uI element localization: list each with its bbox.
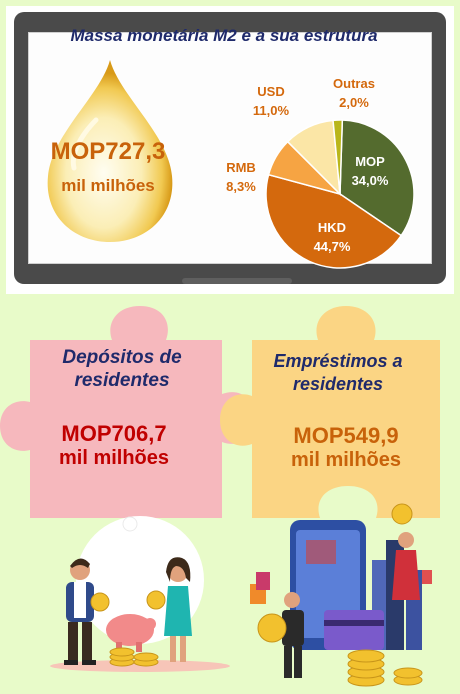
piggy-bank-icon [106,614,156,652]
deposits-box: Depósitos de residentes [22,346,222,392]
loans-puzzle-piece [220,306,440,518]
puzzle-pieces [0,306,440,518]
slice-name-mop: MOP [355,154,385,169]
deposits-title-line1: Depósitos de [62,347,182,368]
slice-name-rmb: RMB [226,160,256,175]
bank-card-icon [324,610,384,650]
m2-total-value: MOP727,3 [50,138,166,165]
pie-slice-outras [332,119,344,195]
loans-illustration [250,503,432,687]
coin-icon [391,503,413,525]
m2-total-unit: mil milhões [61,176,155,195]
slice-value-rmb: 8,3% [226,179,256,194]
deposits-unit: mil milhões [58,447,170,469]
loans-title-line2: residentes [292,374,384,394]
coin-stack-icon [109,647,159,667]
deposits-value: MOP706,7 [61,421,167,446]
coin-icon [90,592,110,612]
slice-name-hkd: HKD [317,220,347,235]
loans-amount: MOP549,9 mil milhões [246,424,446,472]
shopping-bag-icon [250,572,270,604]
slice-label-hkd: HKD 44,7% [300,218,364,256]
pie-slice-hkd [265,173,403,269]
slice-value-mop: 34,0% [351,173,389,188]
deposits-illustration [50,516,230,672]
slice-label-usd: USD 11,0% [246,82,296,120]
loans-box: Empréstimos a residentes [238,350,438,396]
loans-unit: mil milhões [290,449,402,471]
slice-label-rmb: RMB 8,3% [216,158,266,196]
whiteboard-tray [182,278,292,284]
slice-value-outras: 2,0% [339,95,369,110]
woman-figure-icon [164,557,192,662]
loans-title-line1: Empréstimos a [273,351,403,371]
coin-icon [146,590,166,610]
deposits-puzzle-piece [0,306,254,518]
slice-label-mop: MOP 34,0% [338,152,402,190]
deposits-amount: MOP706,7 mil milhões [14,422,214,470]
slice-value-hkd: 44,7% [313,239,351,254]
loans-value: MOP549,9 [293,423,399,448]
pie-slice-mop [339,119,415,237]
man-in-suit-icon [282,592,304,678]
man-figure-icon [64,558,96,665]
woman-with-bags-icon [392,532,432,600]
coin-stack-icon [347,649,423,687]
slice-value-usd: 11,0% [252,103,290,118]
m2-title: Massa monetária M2 e a sua estrutura [70,26,378,45]
coin-icon [257,613,287,643]
oil-drop-icon [47,60,173,242]
m2-structure-pie-chart [265,119,415,269]
slice-label-outras: Outras 2,0% [326,74,382,112]
slice-name-usd: USD [257,84,285,99]
slice-name-outras: Outras [333,76,375,91]
deposits-title-line2: residentes [74,370,170,391]
